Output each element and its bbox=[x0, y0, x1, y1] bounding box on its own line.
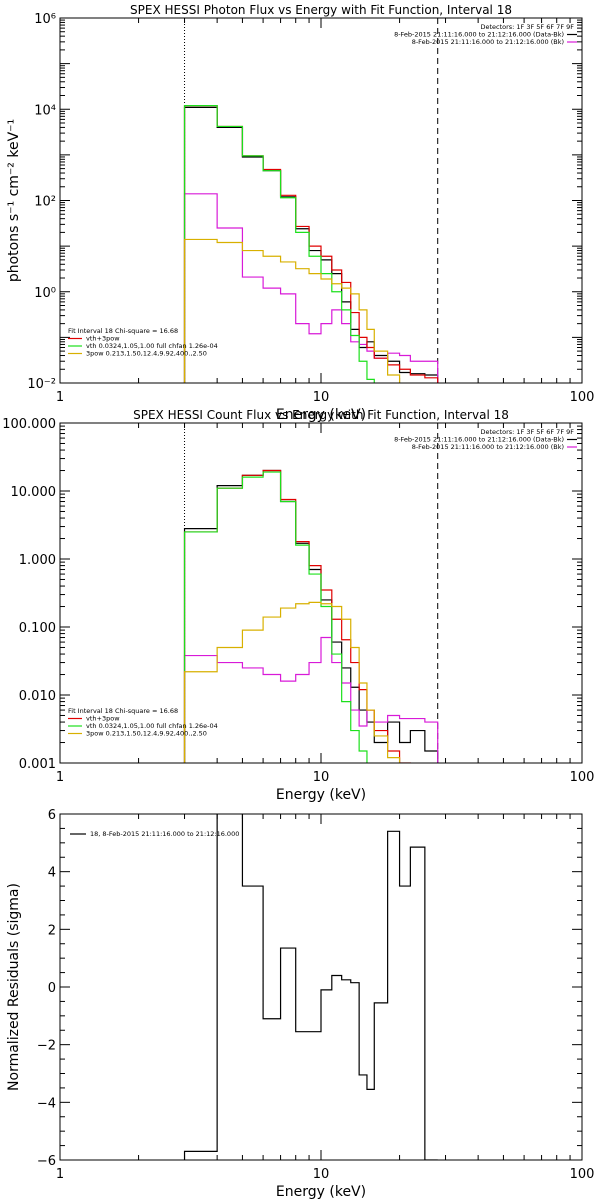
y-tick-label: 4 bbox=[48, 866, 56, 881]
y-tick-label: 10² bbox=[34, 195, 56, 210]
y-axis-ticks: 10⁻² 10⁰ 10² 10⁴ 10⁶ bbox=[27, 12, 582, 392]
plot-frame bbox=[59, 17, 583, 384]
y-axis-ticks: −6 −4 −2 0 2 4 6 bbox=[37, 808, 582, 1169]
x-axis-label: Energy (keV) bbox=[276, 1184, 366, 1200]
legend-entry: Detectors: 1F 3F 5F 6F 7F 9F bbox=[480, 23, 574, 31]
x-axis-ticks: 1 10 100 bbox=[56, 814, 595, 1182]
y-tick-label: 10.000 bbox=[11, 485, 57, 500]
series-line-3pow bbox=[183, 238, 401, 383]
legend-entry: 8-Feb-2015 21:11:16.000 to 21:12:16.000 … bbox=[412, 38, 564, 46]
legend-entry: Fit Interval 18 Chi-square = 16.68 bbox=[68, 707, 178, 715]
y-tick-label: 0.010 bbox=[19, 689, 56, 704]
legend-entry: vth 0.0324,1.05,1.00 full chfan 1.26e-04 bbox=[86, 342, 218, 350]
legend-entry: vth 0.0324,1.05,1.00 full chfan 1.26e-04 bbox=[86, 722, 218, 730]
series-line-vth bbox=[183, 105, 375, 383]
x-tick-label: 1 bbox=[56, 390, 64, 405]
series-group bbox=[183, 105, 439, 383]
y-tick-label: 10⁶ bbox=[34, 12, 56, 27]
legend-entry: Detectors: 1F 3F 5F 6F 7F 9F bbox=[480, 428, 574, 436]
legend-entry: vth+3pow bbox=[86, 335, 120, 343]
x-tick-label: 100 bbox=[570, 770, 595, 785]
legend-entry: 3pow 0.213,1.50,12.4,9.92,400.,2.50 bbox=[86, 350, 207, 358]
y-tick-label: 10⁰ bbox=[34, 286, 56, 301]
series-group bbox=[183, 814, 438, 1160]
plot-frame bbox=[59, 422, 583, 764]
y-tick-label: −4 bbox=[37, 1096, 56, 1111]
legend-entry: 8-Feb-2015 21:11:16.000 to 21:12:16.000 … bbox=[394, 31, 564, 39]
x-tick-label: 10 bbox=[313, 390, 330, 405]
series-line-data-bk bbox=[183, 469, 439, 763]
chart-title: SPEX HESSI Photon Flux vs Energy with Fi… bbox=[130, 3, 512, 17]
legend-entry: 8-Feb-2015 21:11:16.000 to 21:12:16.000 … bbox=[412, 443, 564, 451]
series-line-vth-3pow bbox=[183, 105, 439, 383]
legend-entry: 3pow 0.213,1.50,12.4,9.92,400.,2.50 bbox=[86, 730, 207, 738]
x-tick-label: 100 bbox=[570, 1167, 595, 1182]
x-axis-label: Energy (keV) bbox=[276, 407, 366, 423]
x-tick-label: 1 bbox=[56, 770, 64, 785]
series-line-18-8-feb-2015-21-11-16-000-to-21-12-16-000 bbox=[183, 814, 438, 1160]
y-tick-label: 100.000 bbox=[2, 417, 56, 432]
chart-title: SPEX HESSI Count Flux vs Energy with Fit… bbox=[133, 408, 509, 422]
y-tick-label: −6 bbox=[37, 1154, 56, 1169]
y-tick-label: 0.001 bbox=[19, 757, 56, 772]
x-axis-ticks: 1 10 100 bbox=[56, 423, 595, 785]
legend-top-right: Detectors: 1F 3F 5F 6F 7F 9F8-Feb-2015 2… bbox=[394, 23, 577, 46]
series-group bbox=[183, 469, 439, 763]
y-tick-label: 1.000 bbox=[19, 553, 56, 568]
panel-2: SPEX HESSI Count Flux vs Energy with Fit… bbox=[2, 408, 594, 803]
x-tick-label: 1 bbox=[56, 1167, 64, 1182]
y-axis-ticks: 0.001 0.010 0.100 1.000 10.000 100.000 bbox=[2, 417, 582, 772]
x-tick-label: 10 bbox=[313, 1167, 330, 1182]
legend-entry: Fit Interval 18 Chi-square = 16.68 bbox=[68, 327, 178, 335]
panel-3: 1 10 100 −6 −4 −2 0 2 4 6 Energy (keV) Normalized R… bbox=[6, 808, 594, 1200]
legend-entry: vth+3pow bbox=[86, 715, 120, 723]
series-line-data-bk bbox=[183, 106, 439, 383]
legend-bottom-left: Fit Interval 18 Chi-square = 16.68vth+3p… bbox=[68, 707, 218, 738]
y-tick-label: 0 bbox=[48, 981, 56, 996]
legend-top-left: 18, 8-Feb-2015 21:11:16.000 to 21:12:16.… bbox=[70, 830, 239, 838]
legend-entry: 8-Feb-2015 21:11:16.000 to 21:12:16.000 … bbox=[394, 436, 564, 444]
x-axis-label: Energy (keV) bbox=[276, 787, 366, 803]
y-axis-label: photons s⁻¹ cm⁻² keV⁻¹ bbox=[6, 119, 22, 282]
y-tick-label: 10⁴ bbox=[34, 103, 56, 118]
y-tick-label: −2 bbox=[37, 1039, 56, 1054]
panel-1: SPEX HESSI Photon Flux vs Energy with Fi… bbox=[6, 3, 594, 423]
y-tick-label: 6 bbox=[48, 808, 56, 823]
x-tick-label: 100 bbox=[570, 390, 595, 405]
y-tick-label: 0.100 bbox=[19, 621, 56, 636]
y-tick-label: 10⁻² bbox=[27, 377, 56, 392]
legend-entry: 18, 8-Feb-2015 21:11:16.000 to 21:12:16.… bbox=[90, 830, 239, 838]
y-tick-label: 2 bbox=[48, 923, 56, 938]
legend-bottom-left: Fit Interval 18 Chi-square = 16.68vth+3p… bbox=[68, 327, 218, 358]
y-axis-label: Normalized Residuals (sigma) bbox=[6, 883, 22, 1091]
x-tick-label: 10 bbox=[313, 770, 330, 785]
plot-frame bbox=[59, 813, 583, 1161]
series-line-3pow bbox=[183, 601, 401, 763]
legend-top-right: Detectors: 1F 3F 5F 6F 7F 9F8-Feb-2015 2… bbox=[394, 428, 577, 451]
